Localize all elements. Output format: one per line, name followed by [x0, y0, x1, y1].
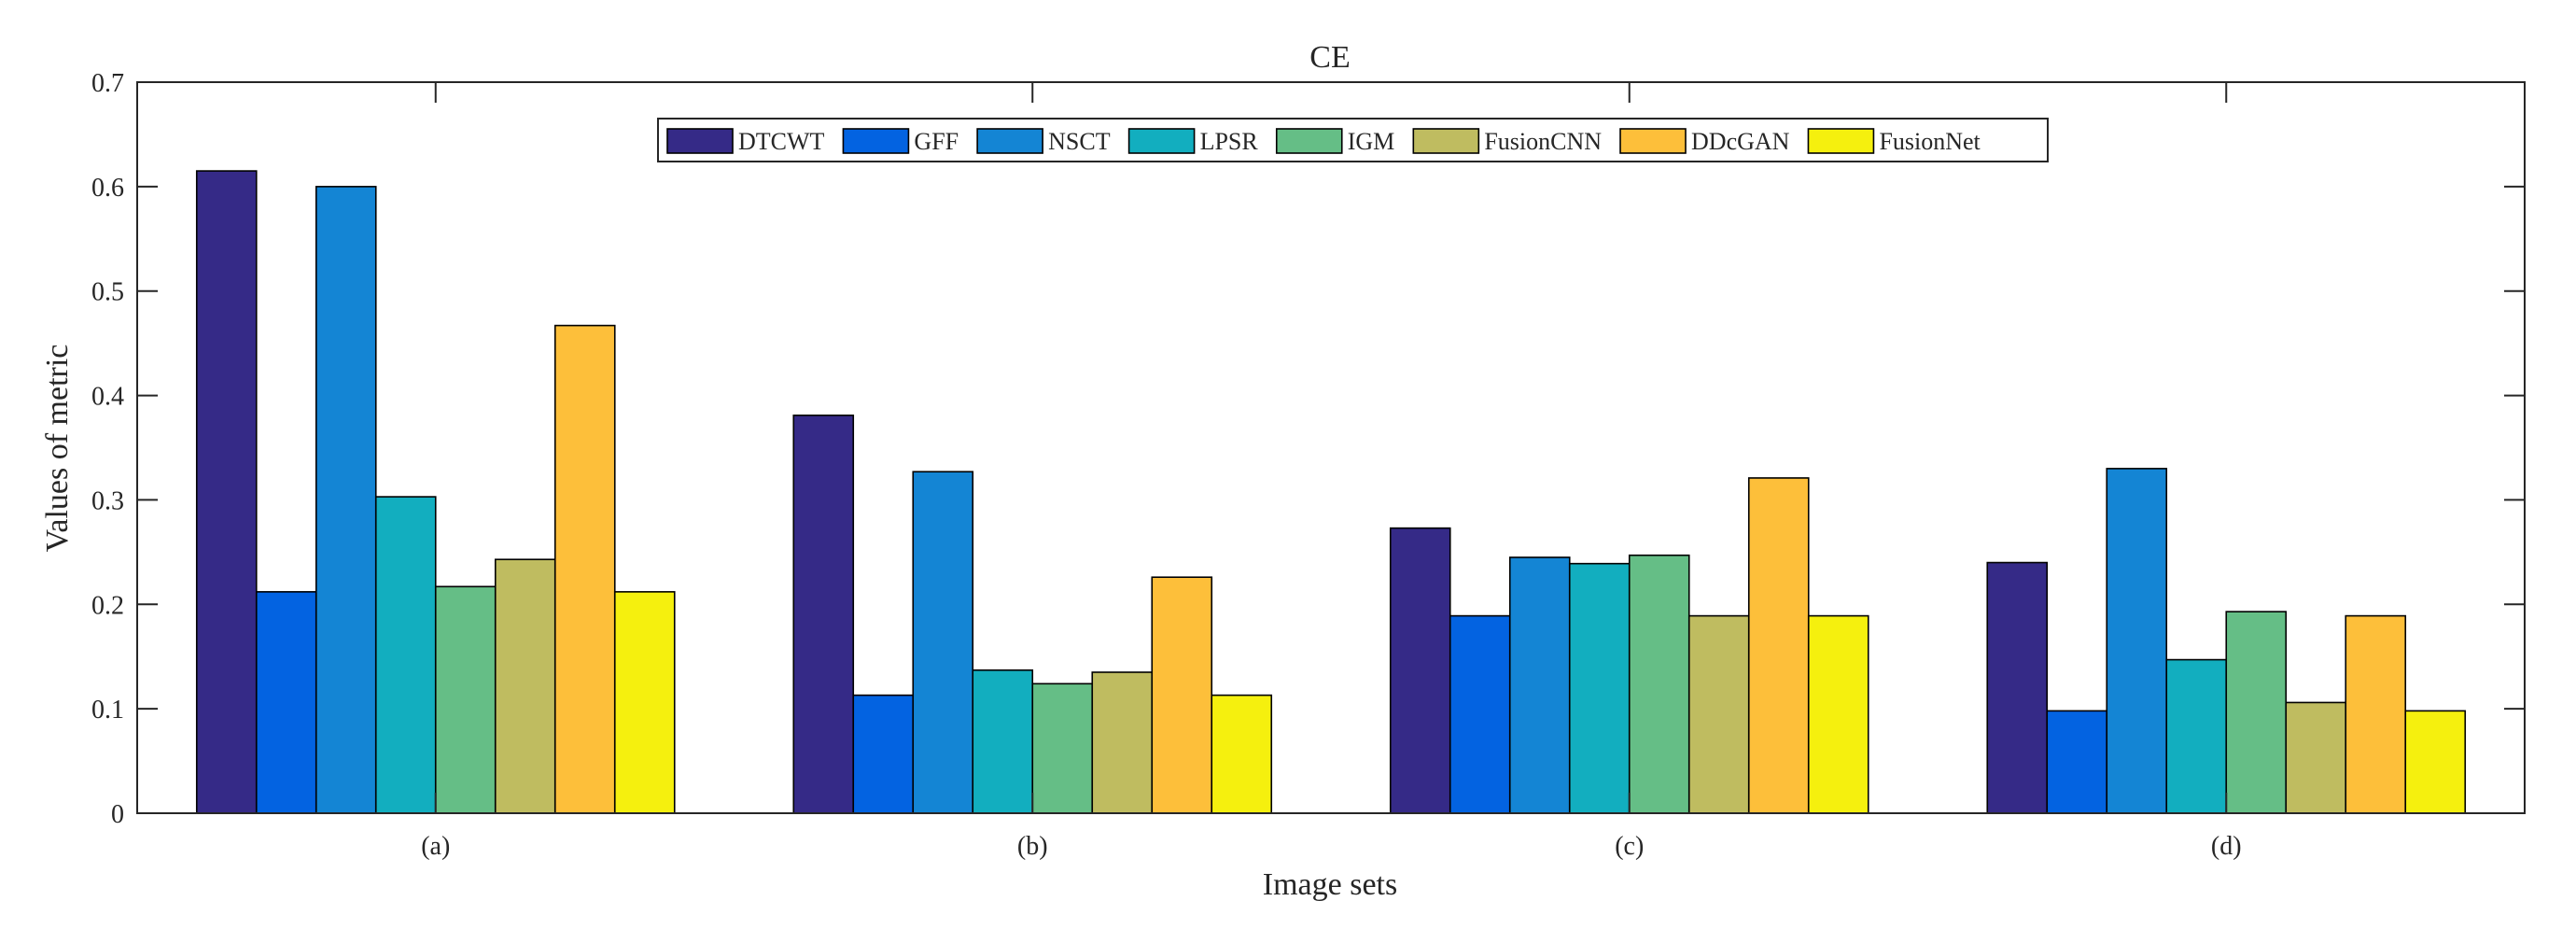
y-tick-label: 0 [111, 800, 124, 829]
bar-fusioncnn-2 [1687, 614, 1750, 814]
y-tick-label: 0.3 [91, 486, 124, 515]
chart-title: CE [1309, 40, 1350, 75]
x-tick-label: (d) [2211, 832, 2242, 861]
bar-lpsr-1 [972, 669, 1034, 814]
legend-label-gff: GFF [914, 128, 959, 155]
bar-fusioncnn-3 [2285, 701, 2347, 814]
y-tick-label: 0.5 [91, 278, 124, 307]
bar-igm-1 [1031, 683, 1094, 814]
legend-swatch-fusioncnn [1412, 128, 1480, 154]
bar-dtcwt-1 [792, 415, 855, 814]
bar-nsct-3 [2106, 468, 2168, 814]
legend-label-igm: IGM [1348, 128, 1395, 155]
y-tick-label: 0.7 [91, 69, 124, 98]
bar-fusioncnn-1 [1091, 671, 1154, 814]
bar-nsct-0 [315, 186, 377, 814]
legend-label-dtcwt: DTCWT [738, 128, 825, 155]
legend-swatch-ddcgan [1619, 128, 1687, 154]
bar-dtcwt-2 [1389, 527, 1451, 814]
y-tick-label: 0.2 [91, 591, 124, 620]
bar-lpsr-0 [374, 496, 437, 814]
bar-gff-2 [1449, 614, 1511, 814]
bar-fusionnet-0 [613, 591, 676, 814]
legend-label-nsct: NSCT [1048, 128, 1111, 155]
legend-swatch-dtcwt [666, 128, 734, 154]
bar-ddcgan-2 [1747, 477, 1810, 814]
bar-dtcwt-3 [1986, 561, 2049, 814]
y-tick-label: 0.6 [91, 174, 124, 203]
legend-label-lpsr: LPSR [1200, 128, 1259, 155]
bar-nsct-1 [912, 471, 974, 814]
legend-label-fusioncnn: FusionCNN [1484, 128, 1602, 155]
bar-igm-0 [434, 585, 497, 814]
bar-fusionnet-3 [2404, 710, 2467, 814]
y-tick-label: 0.1 [91, 696, 124, 725]
bar-gff-0 [255, 591, 317, 814]
bar-gff-1 [852, 694, 915, 814]
x-tick-label: (c) [1615, 832, 1644, 861]
y-tick-label: 0.4 [91, 383, 124, 412]
x-tick-label: (b) [1017, 832, 1048, 861]
bar-ddcgan-1 [1151, 576, 1213, 814]
bar-dtcwt-0 [195, 170, 258, 814]
bar-fusioncnn-0 [494, 558, 556, 814]
bar-lpsr-2 [1568, 562, 1631, 814]
bar-fusionnet-2 [1807, 614, 1869, 814]
legend: DTCWT GFF NSCT LPSR IGM FusionCNN DDcGAN Fusion… [657, 118, 2049, 162]
ticks-group: 0 0.1 0.2 0.3 0.4 0.5 0.6 0.7 (a) (b) (c) (d) [91, 69, 2525, 861]
bar-igm-2 [1628, 554, 1690, 814]
bar-ddcgan-3 [2345, 614, 2407, 814]
bar-ddcgan-0 [553, 324, 616, 814]
axes-frame [136, 81, 2526, 814]
bar-nsct-2 [1508, 556, 1571, 814]
legend-label-ddcgan: DDcGAN [1691, 128, 1790, 155]
bar-gff-3 [2046, 710, 2108, 814]
bar-igm-3 [2225, 611, 2288, 814]
x-axis-title: Image sets [1263, 867, 1397, 902]
legend-swatch-gff [842, 128, 910, 154]
legend-swatch-lpsr [1127, 128, 1196, 154]
axes-box [136, 81, 2526, 814]
legend-label-fusionnet: FusionNet [1879, 128, 1981, 155]
legend-swatch-fusionnet [1807, 128, 1875, 154]
bar-fusionnet-1 [1211, 694, 1273, 814]
bar-lpsr-3 [2165, 658, 2228, 814]
y-axis-title: Values of metric [40, 345, 75, 553]
x-tick-label: (a) [421, 832, 450, 861]
legend-swatch-nsct [976, 128, 1043, 154]
legend-swatch-igm [1275, 128, 1343, 154]
bars-group [195, 170, 2467, 814]
